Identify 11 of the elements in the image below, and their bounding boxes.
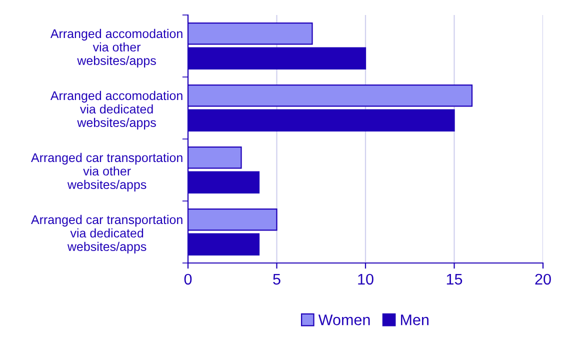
x-tick-label: 0 [184, 274, 192, 285]
y-tick-label: Arranged accomodation via other websites/apps [50, 28, 182, 68]
y-tick-label: Arranged car transportation via other websites/apps [31, 152, 182, 192]
x-tick-label: 15 [446, 274, 462, 285]
y-tick-label: Arranged car transportation via dedicated websites/apps [31, 214, 182, 254]
legend-label: Women [318, 314, 370, 326]
x-tick-label: 10 [358, 274, 374, 285]
y-tick-label: Arranged accomodation via dedicated websites/apps [50, 90, 182, 130]
legend-label: Men [400, 314, 428, 326]
x-tick-label: 20 [535, 274, 551, 285]
x-tick-label: 5 [273, 274, 280, 285]
